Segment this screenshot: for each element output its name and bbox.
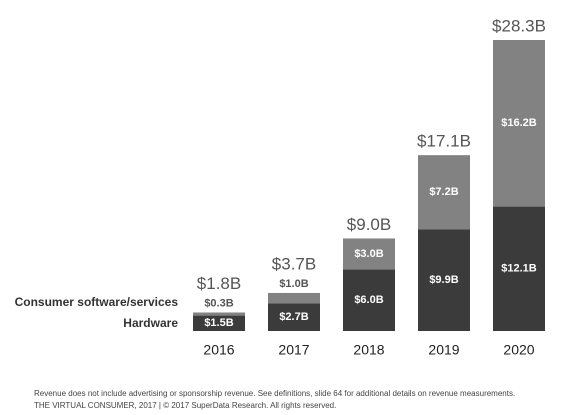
x-tick-label: 2018 bbox=[353, 342, 384, 358]
data-label: $0.3B bbox=[204, 297, 233, 309]
data-label: $2.7B bbox=[279, 311, 308, 323]
data-label: $16.2B bbox=[501, 117, 537, 129]
x-tick-label: 2020 bbox=[503, 342, 534, 358]
bar-segment bbox=[343, 269, 395, 331]
bar-segment bbox=[268, 303, 320, 331]
data-label: $1.0B bbox=[279, 278, 308, 290]
bar-segment bbox=[268, 292, 320, 304]
bar-segment bbox=[493, 40, 545, 207]
bar-segment bbox=[193, 315, 245, 331]
x-tick-label: 2017 bbox=[278, 342, 309, 358]
footnote: Revenue does not include advertising or … bbox=[34, 389, 515, 398]
total-label: $28.3B bbox=[492, 16, 546, 35]
data-label: $3.0B bbox=[354, 248, 383, 260]
x-tick-label: 2016 bbox=[203, 342, 234, 358]
data-label: $9.9B bbox=[429, 274, 458, 286]
bar-segment bbox=[418, 155, 470, 230]
total-label: $9.0B bbox=[347, 215, 391, 234]
bar-segment bbox=[418, 229, 470, 331]
data-label: $6.0B bbox=[354, 294, 383, 306]
legend-label: Hardware bbox=[123, 316, 178, 330]
data-label: $7.2B bbox=[429, 186, 458, 198]
bar-segment bbox=[343, 238, 395, 270]
legend-label: Consumer software/services bbox=[15, 295, 179, 309]
data-label: $1.5B bbox=[204, 317, 233, 329]
footnote: THE VIRTUAL CONSUMER, 2017 | © 2017 Supe… bbox=[34, 401, 336, 410]
total-label: $3.7B bbox=[272, 254, 316, 273]
total-label: $17.1B bbox=[417, 132, 471, 151]
x-tick-label: 2019 bbox=[428, 342, 459, 358]
data-label: $12.1B bbox=[501, 263, 537, 275]
bar-segment bbox=[193, 312, 245, 316]
bar-segment bbox=[493, 206, 545, 331]
total-label: $1.8B bbox=[197, 274, 241, 293]
